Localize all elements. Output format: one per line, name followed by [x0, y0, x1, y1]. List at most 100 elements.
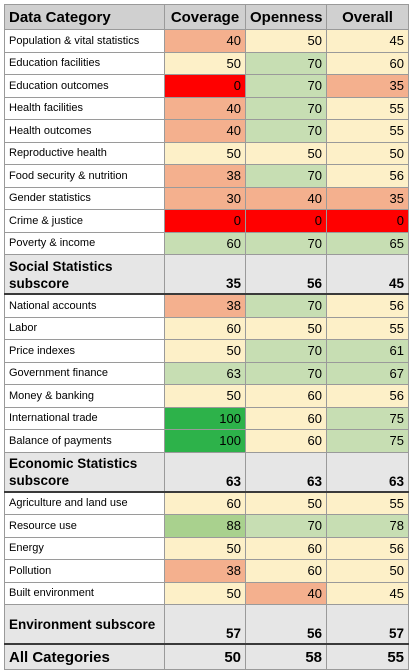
data-category-table: Data Category Coverage Openness Overall …: [4, 4, 409, 670]
openness-value: 70: [245, 231, 327, 255]
table-row: Price indexes 50 70 61: [4, 339, 409, 363]
subscore-openness: 56: [245, 604, 327, 645]
subscore-row: Economic Statistics subscore 63 63 63: [4, 451, 409, 493]
coverage-value: 100: [164, 429, 246, 453]
table-row: Reproductive health 50 50 50: [4, 141, 409, 165]
overall-value: 45: [326, 29, 409, 53]
category-label: Food security & nutrition: [4, 164, 165, 188]
total-overall: 55: [326, 643, 409, 670]
subscore-overall: 57: [326, 604, 409, 645]
category-label: Health outcomes: [4, 119, 165, 143]
overall-value: 55: [326, 96, 409, 120]
table-row: Built environment 50 40 45: [4, 581, 409, 605]
overall-value: 56: [326, 536, 409, 560]
coverage-value: 50: [164, 51, 246, 75]
openness-value: 70: [245, 51, 327, 75]
coverage-value: 40: [164, 96, 246, 120]
coverage-value: 38: [164, 164, 246, 188]
subscore-label: Social Statistics subscore: [4, 254, 165, 295]
subscore-overall: 45: [326, 254, 409, 295]
header-openness: Openness: [245, 4, 327, 30]
table-row: Food security & nutrition 38 70 56: [4, 164, 409, 188]
overall-value: 50: [326, 141, 409, 165]
table-row: Crime & justice 0 0 0: [4, 209, 409, 233]
coverage-value: 38: [164, 559, 246, 583]
coverage-value: 60: [164, 491, 246, 515]
subscore-overall: 63: [326, 451, 409, 493]
overall-value: 75: [326, 406, 409, 430]
total-label: All Categories: [4, 643, 165, 670]
overall-value: 0: [326, 209, 409, 233]
overall-value: 50: [326, 559, 409, 583]
coverage-value: 50: [164, 141, 246, 165]
overall-value: 67: [326, 361, 409, 385]
category-label: Agriculture and land use: [4, 491, 165, 515]
overall-value: 35: [326, 186, 409, 210]
table-body: Population & vital statistics 40 50 45 Educa…: [4, 29, 409, 670]
openness-value: 50: [245, 29, 327, 53]
subscore-openness: 56: [245, 254, 327, 295]
coverage-value: 50: [164, 339, 246, 363]
table-row: Labor 60 50 55: [4, 316, 409, 340]
subscore-row: Environment subscore 57 56 57: [4, 604, 409, 645]
openness-value: 40: [245, 581, 327, 605]
table-row: Energy 50 60 56: [4, 536, 409, 560]
total-row: All Categories 50 58 55: [4, 643, 409, 670]
openness-value: 60: [245, 536, 327, 560]
coverage-value: 63: [164, 361, 246, 385]
category-label: Money & banking: [4, 384, 165, 408]
subscore-coverage: 63: [164, 451, 246, 493]
category-label: Gender statistics: [4, 186, 165, 210]
category-label: Pollution: [4, 559, 165, 583]
coverage-value: 50: [164, 581, 246, 605]
header-category: Data Category: [4, 4, 165, 30]
table-row: National accounts 38 70 56: [4, 293, 409, 318]
category-label: Health facilities: [4, 96, 165, 120]
coverage-value: 100: [164, 406, 246, 430]
overall-value: 55: [326, 491, 409, 515]
subscore-coverage: 35: [164, 254, 246, 295]
coverage-value: 50: [164, 384, 246, 408]
table-row: Agriculture and land use 60 50 55: [4, 491, 409, 515]
openness-value: 50: [245, 316, 327, 340]
category-label: International trade: [4, 406, 165, 430]
table-row: Government finance 63 70 67: [4, 361, 409, 385]
openness-value: 60: [245, 559, 327, 583]
category-label: Crime & justice: [4, 209, 165, 233]
table-row: Gender statistics 30 40 35: [4, 186, 409, 210]
openness-value: 70: [245, 361, 327, 385]
table-row: Education outcomes 0 70 35: [4, 74, 409, 98]
coverage-value: 40: [164, 29, 246, 53]
openness-value: 50: [245, 491, 327, 515]
openness-value: 40: [245, 186, 327, 210]
coverage-value: 40: [164, 119, 246, 143]
subscore-label: Economic Statistics subscore: [4, 451, 165, 493]
openness-value: 0: [245, 209, 327, 233]
openness-value: 70: [245, 164, 327, 188]
openness-value: 70: [245, 293, 327, 318]
category-label: Price indexes: [4, 339, 165, 363]
coverage-value: 30: [164, 186, 246, 210]
overall-value: 56: [326, 384, 409, 408]
openness-value: 70: [245, 74, 327, 98]
openness-value: 60: [245, 384, 327, 408]
category-label: Energy: [4, 536, 165, 560]
table-row: Poverty & income 60 70 65: [4, 231, 409, 255]
category-label: National accounts: [4, 293, 165, 318]
overall-value: 56: [326, 164, 409, 188]
category-label: Labor: [4, 316, 165, 340]
subscore-row: Social Statistics subscore 35 56 45: [4, 254, 409, 295]
total-openness: 58: [245, 643, 327, 670]
coverage-value: 0: [164, 74, 246, 98]
category-label: Education facilities: [4, 51, 165, 75]
overall-value: 35: [326, 74, 409, 98]
table-row: Money & banking 50 60 56: [4, 384, 409, 408]
category-label: Resource use: [4, 514, 165, 538]
overall-value: 45: [326, 581, 409, 605]
overall-value: 78: [326, 514, 409, 538]
table-row: Balance of payments 100 60 75: [4, 429, 409, 453]
category-label: Education outcomes: [4, 74, 165, 98]
overall-value: 61: [326, 339, 409, 363]
coverage-value: 60: [164, 231, 246, 255]
subscore-coverage: 57: [164, 604, 246, 645]
